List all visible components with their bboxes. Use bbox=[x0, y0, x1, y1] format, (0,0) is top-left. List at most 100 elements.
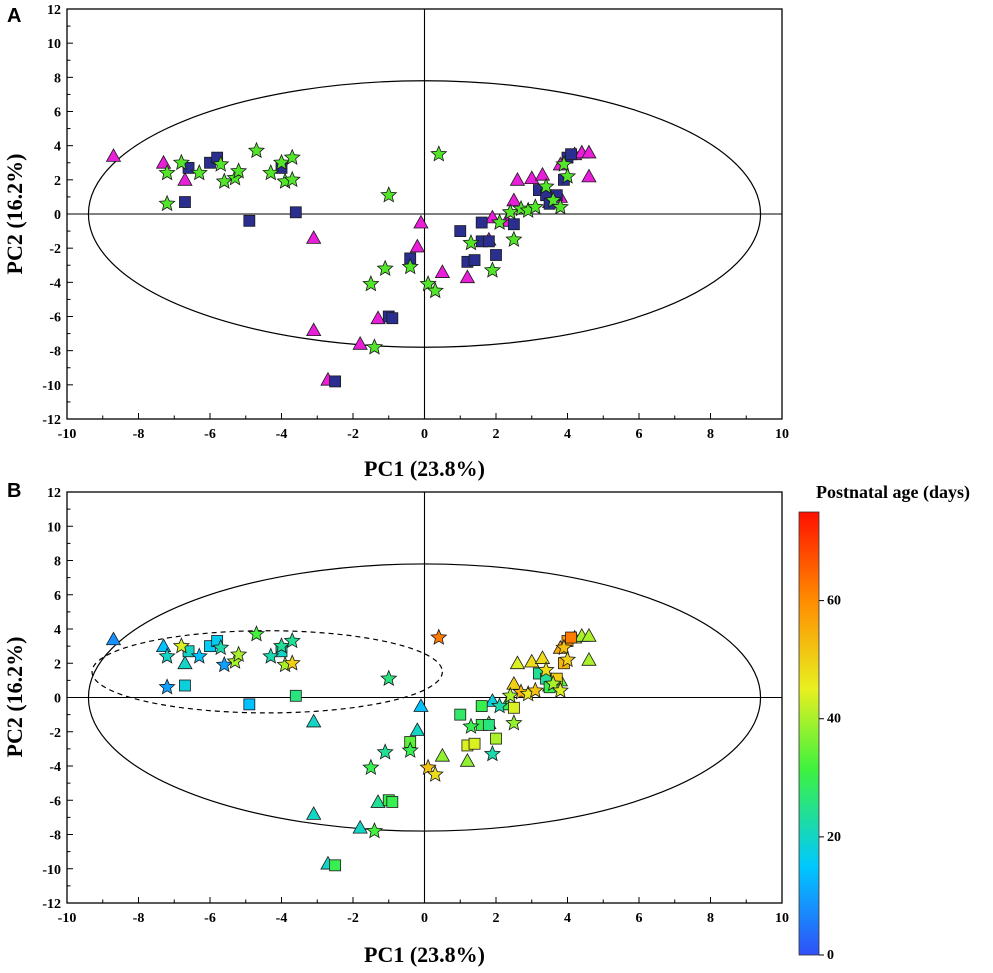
cluster-ellipse-dashed bbox=[91, 630, 443, 714]
star-point bbox=[212, 155, 230, 172]
y-tick-label: 2 bbox=[54, 174, 61, 189]
triangle-point bbox=[409, 238, 426, 253]
star-point bbox=[490, 697, 509, 714]
star-point bbox=[212, 638, 230, 656]
star-point bbox=[215, 655, 233, 673]
star-point bbox=[158, 163, 176, 181]
triangle-point bbox=[177, 172, 193, 186]
panel-b-y-axis-title: PC2 (16.2%) bbox=[2, 637, 27, 758]
y-tick-label: -2 bbox=[49, 242, 61, 257]
square-point bbox=[507, 701, 520, 714]
panel-a-y-tick-labels: -12 -10 -8 -6 -4 -2 0 2 4 6 8 10 12 bbox=[42, 3, 61, 428]
x-tick-label: -2 bbox=[347, 911, 359, 926]
y-tick-label: -12 bbox=[42, 897, 61, 912]
triangle-point bbox=[506, 192, 522, 207]
triangle-point bbox=[305, 322, 322, 337]
square-point bbox=[454, 708, 467, 721]
panel-a-tick-marks bbox=[66, 8, 783, 420]
square-point bbox=[386, 796, 399, 808]
star-point bbox=[380, 186, 398, 203]
square-point bbox=[182, 645, 195, 658]
triangle-point bbox=[581, 168, 597, 183]
star-point bbox=[158, 647, 176, 664]
square-point bbox=[565, 148, 577, 161]
y-tick-label: 10 bbox=[47, 520, 61, 535]
star-point bbox=[376, 743, 394, 760]
square-point bbox=[507, 218, 520, 231]
panel-b-y-tick-labels: -12 -10 -8 -6 -4 -2 0 2 4 6 8 10 12 bbox=[42, 486, 61, 912]
star-point bbox=[551, 198, 569, 215]
star-point bbox=[172, 637, 191, 654]
colorbar-tick-label: 40 bbox=[827, 712, 841, 727]
y-tick-label: -6 bbox=[49, 794, 61, 809]
x-tick-label: 10 bbox=[775, 427, 789, 442]
star-point bbox=[272, 153, 291, 171]
panel-b-x-axis-title: PC1 (23.8%) bbox=[364, 942, 485, 967]
star-point bbox=[172, 153, 191, 171]
x-tick-label: -8 bbox=[133, 427, 145, 442]
square-point bbox=[490, 732, 502, 745]
y-tick-label: 8 bbox=[54, 71, 61, 86]
star-point bbox=[483, 261, 502, 278]
triangle-point bbox=[509, 655, 526, 670]
star-point bbox=[544, 674, 562, 692]
colorbar-gradient bbox=[798, 511, 820, 956]
y-tick-label: 6 bbox=[54, 106, 61, 121]
star-point bbox=[247, 141, 266, 159]
triangle-point bbox=[155, 154, 172, 169]
y-tick-label: 12 bbox=[47, 486, 61, 501]
y-tick-label: -10 bbox=[42, 379, 61, 394]
star-point bbox=[365, 338, 384, 355]
y-tick-label: -2 bbox=[49, 726, 61, 741]
triangle-point bbox=[409, 722, 426, 736]
triangle-point bbox=[459, 753, 476, 767]
colorbar-tick-label: 0 bbox=[827, 948, 834, 963]
triangle-point bbox=[534, 650, 551, 664]
x-tick-label: -6 bbox=[204, 911, 216, 926]
star-point bbox=[426, 281, 444, 299]
panel-b-reference-lines bbox=[67, 492, 782, 903]
square-point bbox=[482, 719, 495, 731]
triangle-point bbox=[155, 638, 172, 652]
star-point bbox=[229, 162, 248, 179]
x-tick-label: -6 bbox=[204, 427, 216, 442]
triangle-point bbox=[105, 148, 122, 162]
star-point bbox=[215, 172, 233, 189]
square-point bbox=[289, 689, 302, 702]
x-tick-label: 6 bbox=[636, 427, 643, 442]
panel-a-plot: -10 -8 -6 -4 -2 0 2 4 6 8 10 -12-10-8-6-4-20246810… bbox=[42, 3, 789, 442]
star-point bbox=[401, 257, 419, 275]
star-point bbox=[558, 650, 577, 668]
star-point bbox=[190, 647, 208, 664]
star-point bbox=[544, 191, 562, 208]
star-point bbox=[501, 203, 519, 220]
star-point bbox=[229, 645, 248, 663]
y-tick-label: -10 bbox=[42, 863, 61, 878]
x-tick-label: 2 bbox=[493, 911, 500, 926]
triangle-point bbox=[370, 310, 386, 325]
y-tick-label: 0 bbox=[54, 692, 61, 707]
star-point bbox=[537, 177, 555, 194]
triangle-point bbox=[581, 144, 597, 159]
colorbar-title: Postnatal age (days) bbox=[816, 482, 970, 503]
triangle-point bbox=[434, 747, 451, 762]
panel-a-points bbox=[105, 141, 597, 388]
triangle-point bbox=[105, 631, 122, 646]
triangle-point bbox=[352, 819, 368, 834]
star-point bbox=[426, 765, 444, 782]
y-tick-label: -8 bbox=[49, 345, 61, 360]
star-point bbox=[490, 213, 509, 230]
y-tick-label: -6 bbox=[49, 311, 61, 326]
square-point bbox=[475, 700, 488, 712]
triangle-point bbox=[581, 628, 597, 642]
panel-a-letter: A bbox=[7, 5, 21, 27]
panel-b-plot: -10 -8 -6 -4 -2 0 2 4 6 8 10 -12-10-8-6-4-20246810… bbox=[42, 486, 789, 926]
x-tick-label: 2 bbox=[493, 427, 500, 442]
star-point bbox=[380, 669, 398, 686]
star-point bbox=[283, 654, 301, 671]
star-point bbox=[158, 194, 176, 212]
star-point bbox=[526, 198, 544, 215]
panel-b: B -10 -8 -6 -4 -2 0 2 4 6 8 10 -12-10-8-6-4-202468… bbox=[2, 480, 970, 967]
square-point bbox=[182, 161, 195, 174]
star-point bbox=[526, 681, 544, 698]
